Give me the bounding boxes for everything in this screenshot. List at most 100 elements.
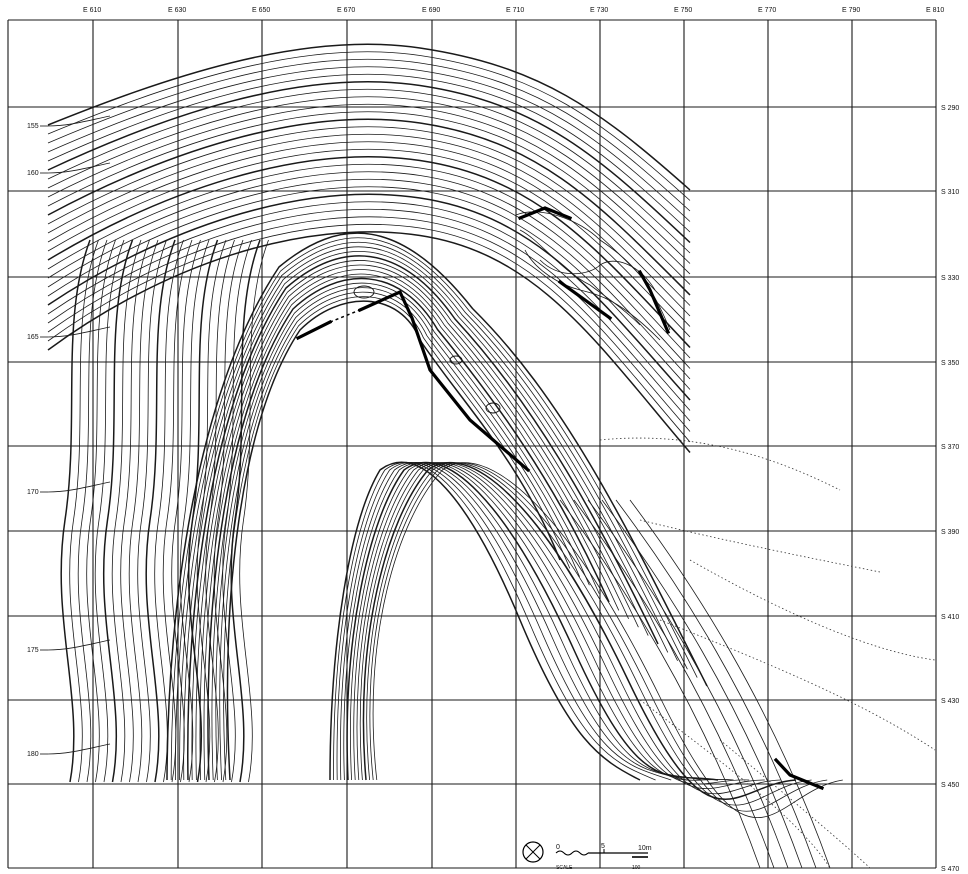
contour-line <box>195 264 639 781</box>
contour-line <box>47 51 691 201</box>
contour-line <box>615 499 817 869</box>
wall-line <box>517 206 573 221</box>
wall-line <box>357 289 531 473</box>
contour-line <box>353 462 750 785</box>
contour-line <box>191 260 649 781</box>
contour-line <box>47 156 691 349</box>
easting-label: E 690 <box>422 7 440 14</box>
contour-line <box>47 171 691 369</box>
scale-left-label: 0 <box>556 844 560 851</box>
easting-label: E 790 <box>842 7 860 14</box>
scale-caption-right: 100 <box>632 865 641 871</box>
contour-line <box>145 239 176 783</box>
easting-label: E 810 <box>926 7 944 14</box>
contour-line <box>340 462 687 781</box>
contour-line <box>171 239 201 783</box>
contour-line <box>356 462 765 789</box>
southing-label: S 470 <box>941 866 959 873</box>
southing-label: S 350 <box>941 360 959 367</box>
contour-line <box>47 163 691 359</box>
contour-line <box>47 73 691 233</box>
southing-label: S 310 <box>941 189 959 196</box>
contour-line <box>120 239 150 783</box>
southing-label: S 370 <box>941 444 959 451</box>
contour-line <box>47 88 691 254</box>
dotted-contour <box>599 437 841 491</box>
contour-line <box>47 43 691 191</box>
contour-line <box>47 216 691 432</box>
contour-line <box>183 250 669 781</box>
easting-label: E 650 <box>252 7 270 14</box>
contour-line <box>199 269 629 781</box>
contour-line <box>47 208 691 422</box>
knoll-contour <box>353 285 375 299</box>
contour-line <box>47 66 691 222</box>
scale-mid-label: 5 <box>601 843 605 850</box>
elevation-label: 165 <box>27 334 39 341</box>
contour-line <box>47 231 691 453</box>
dotted-contour <box>719 739 871 869</box>
contour-line <box>47 162 111 174</box>
wall-line <box>557 279 613 321</box>
contour-line <box>211 282 600 781</box>
knoll-contour <box>449 355 463 365</box>
elevation-label: 160 <box>27 170 39 177</box>
contour-line <box>154 239 184 783</box>
elevation-labels: 155 160 165 170 175 180 <box>27 123 48 758</box>
dotted-contour <box>639 699 831 869</box>
contour-line <box>60 239 91 783</box>
contour-line <box>47 178 691 380</box>
contour-line <box>372 462 843 818</box>
contour-line <box>162 239 193 783</box>
southing-label: S 290 <box>941 105 959 112</box>
contour-line <box>47 186 691 390</box>
contour-line <box>222 239 252 783</box>
contour-line <box>203 273 620 781</box>
contour-line <box>215 287 590 781</box>
contour-line <box>205 239 235 783</box>
contour-line <box>219 291 580 781</box>
contour-line <box>601 499 803 869</box>
elevation-label: 175 <box>27 647 39 654</box>
contour-line <box>102 239 134 783</box>
contour-line <box>47 133 691 317</box>
contour-line <box>137 239 167 783</box>
contour-line <box>187 255 659 781</box>
contour-line <box>47 115 111 127</box>
southing-label: S 330 <box>941 275 959 282</box>
dotted-contour <box>689 559 936 661</box>
contour-line <box>366 462 812 806</box>
contour-line <box>223 296 571 781</box>
coordinate-grid <box>7 19 937 869</box>
contour-line <box>573 499 775 869</box>
southing-label: S 450 <box>941 782 959 789</box>
wall-line <box>773 757 825 791</box>
contour-line <box>47 223 691 443</box>
easting-label: E 710 <box>506 7 524 14</box>
contour-line <box>47 81 691 244</box>
contour-line <box>111 239 142 783</box>
contour-line <box>47 103 691 275</box>
contour-line <box>213 239 244 783</box>
contour-line <box>359 462 781 795</box>
wall-features <box>295 206 825 791</box>
wall-line <box>295 319 333 341</box>
dotted-contour <box>639 519 881 573</box>
southing-label: S 390 <box>941 529 959 536</box>
wall-line <box>637 269 671 335</box>
contour-line <box>47 58 691 212</box>
contour-line <box>524 249 661 341</box>
contour-line <box>170 237 698 781</box>
elevation-label: 155 <box>27 123 39 130</box>
knoll-contour <box>485 402 501 414</box>
easting-label: E 750 <box>674 7 692 14</box>
contour-line <box>174 241 688 781</box>
contour-line <box>47 639 111 651</box>
easting-labels: E 610 E 630 E 650 E 670 E 690 E 710 E 730 E 750… <box>83 7 944 14</box>
north-arrow-icon <box>522 841 544 863</box>
contour-line <box>346 461 719 781</box>
contour-line <box>47 326 111 338</box>
southing-label: S 410 <box>941 614 959 621</box>
elevation-label: 170 <box>27 489 39 496</box>
